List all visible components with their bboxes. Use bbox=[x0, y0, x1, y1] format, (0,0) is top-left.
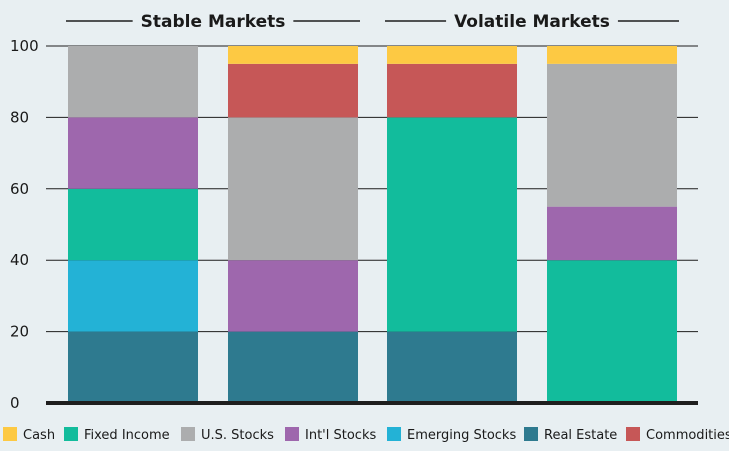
bar-3-cash bbox=[387, 46, 517, 64]
bar-1-u-s-stocks bbox=[68, 46, 198, 118]
y-tick-label-40: 40 bbox=[10, 251, 29, 269]
legend-label-emerging-stocks: Emerging Stocks bbox=[407, 428, 516, 443]
legend-label-commodities: Commodities bbox=[646, 428, 729, 443]
bar-1-emerging-stocks bbox=[68, 260, 198, 332]
bar-1-int-l-stocks bbox=[68, 117, 198, 189]
legend-swatch-int-l-stocks bbox=[285, 427, 299, 441]
bars bbox=[68, 46, 677, 403]
bar-1-fixed-income bbox=[68, 188, 198, 261]
legend-label-u-s-stocks: U.S. Stocks bbox=[201, 428, 274, 443]
y-tick-label-100: 100 bbox=[10, 37, 39, 55]
legend-label-real-estate: Real Estate bbox=[544, 428, 617, 443]
legend-label-cash: Cash bbox=[23, 428, 55, 443]
legend: Cash Fixed Income U.S. Stocks Int'l Stocks E… bbox=[3, 427, 729, 443]
legend-swatch-cash bbox=[3, 427, 17, 441]
bar-3-commodities bbox=[387, 63, 517, 118]
bar-2-real-estate bbox=[228, 331, 358, 403]
bar-4-u-s-stocks bbox=[547, 63, 677, 207]
bar-2-int-l-stocks bbox=[228, 260, 358, 332]
legend-label-int-l-stocks: Int'l Stocks bbox=[305, 428, 376, 443]
bar-2-cash bbox=[228, 46, 358, 64]
y-axis: 0 20 40 60 80 100 bbox=[10, 37, 698, 412]
bar-4-fixed-income bbox=[547, 260, 677, 403]
group-label-stable-markets: Stable Markets bbox=[141, 12, 286, 32]
bar-2-u-s-stocks bbox=[228, 117, 358, 261]
y-tick-label-80: 80 bbox=[10, 108, 29, 126]
group-labels: Stable Markets Volatile Markets bbox=[66, 12, 679, 32]
bar-3-fixed-income bbox=[387, 117, 517, 332]
bar-4-int-l-stocks bbox=[547, 206, 677, 261]
bar-3-real-estate bbox=[387, 331, 517, 403]
y-tick-label-60: 60 bbox=[10, 180, 29, 198]
legend-swatch-emerging-stocks bbox=[387, 427, 401, 441]
legend-swatch-commodities bbox=[626, 427, 640, 441]
bar-2-commodities bbox=[228, 63, 358, 118]
group-label-volatile-markets: Volatile Markets bbox=[454, 12, 610, 32]
bar-1-real-estate bbox=[68, 331, 198, 403]
legend-swatch-real-estate bbox=[524, 427, 538, 441]
bar-4-cash bbox=[547, 46, 677, 64]
legend-swatch-u-s-stocks bbox=[181, 427, 195, 441]
y-tick-label-0: 0 bbox=[10, 394, 20, 412]
legend-swatch-fixed-income bbox=[64, 427, 78, 441]
legend-label-fixed-income: Fixed Income bbox=[84, 428, 170, 443]
y-tick-label-20: 20 bbox=[10, 323, 29, 341]
